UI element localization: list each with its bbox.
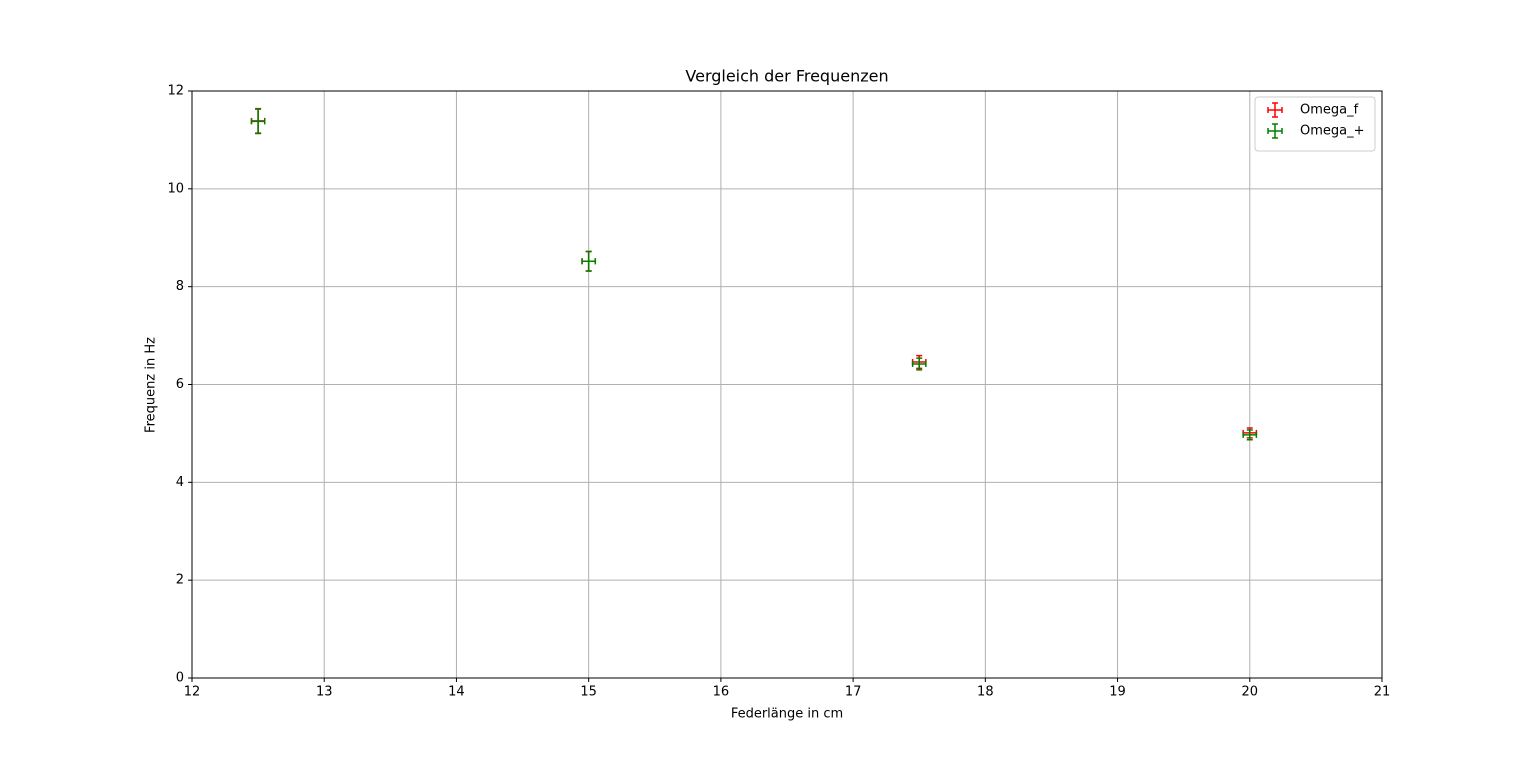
x-axis-label: Federlänge in cm <box>731 707 843 722</box>
x-tick-label: 15 <box>580 685 597 700</box>
x-error-bar <box>911 360 927 367</box>
x-tick-label: 16 <box>713 685 730 700</box>
y-tick-label: 0 <box>176 671 184 686</box>
x-tick-label: 20 <box>1242 685 1259 700</box>
y-tick-label: 4 <box>176 475 184 490</box>
y-axis-label: Frequenz in Hz <box>144 337 159 433</box>
y-tick-label: 6 <box>176 377 184 392</box>
x-tick-label: 17 <box>845 685 862 700</box>
x-tick-label: 19 <box>1109 685 1126 700</box>
x-tick-label: 21 <box>1374 685 1391 700</box>
y-tick-label: 12 <box>167 84 184 99</box>
plot-frame <box>191 90 1383 679</box>
legend-label: Omega_+ <box>1300 124 1365 139</box>
chart-title: Vergleich der Frequenzen <box>685 67 888 86</box>
x-tick-label: 18 <box>977 685 994 700</box>
x-tick-label: 14 <box>448 685 465 700</box>
x-tick-label: 12 <box>184 685 201 700</box>
y-tick-label: 2 <box>176 573 184 588</box>
legend-label: Omega_f <box>1300 103 1359 118</box>
x-error-bar <box>250 118 266 125</box>
y-tick-label: 10 <box>167 181 184 196</box>
legend-glyph <box>1267 102 1283 118</box>
x-tick-label: 13 <box>316 685 333 700</box>
legend-glyph <box>1267 123 1283 139</box>
x-error-bar <box>1242 431 1258 438</box>
x-error-bar <box>581 258 597 265</box>
y-tick-label: 8 <box>176 279 184 294</box>
legend-box <box>1254 96 1376 152</box>
